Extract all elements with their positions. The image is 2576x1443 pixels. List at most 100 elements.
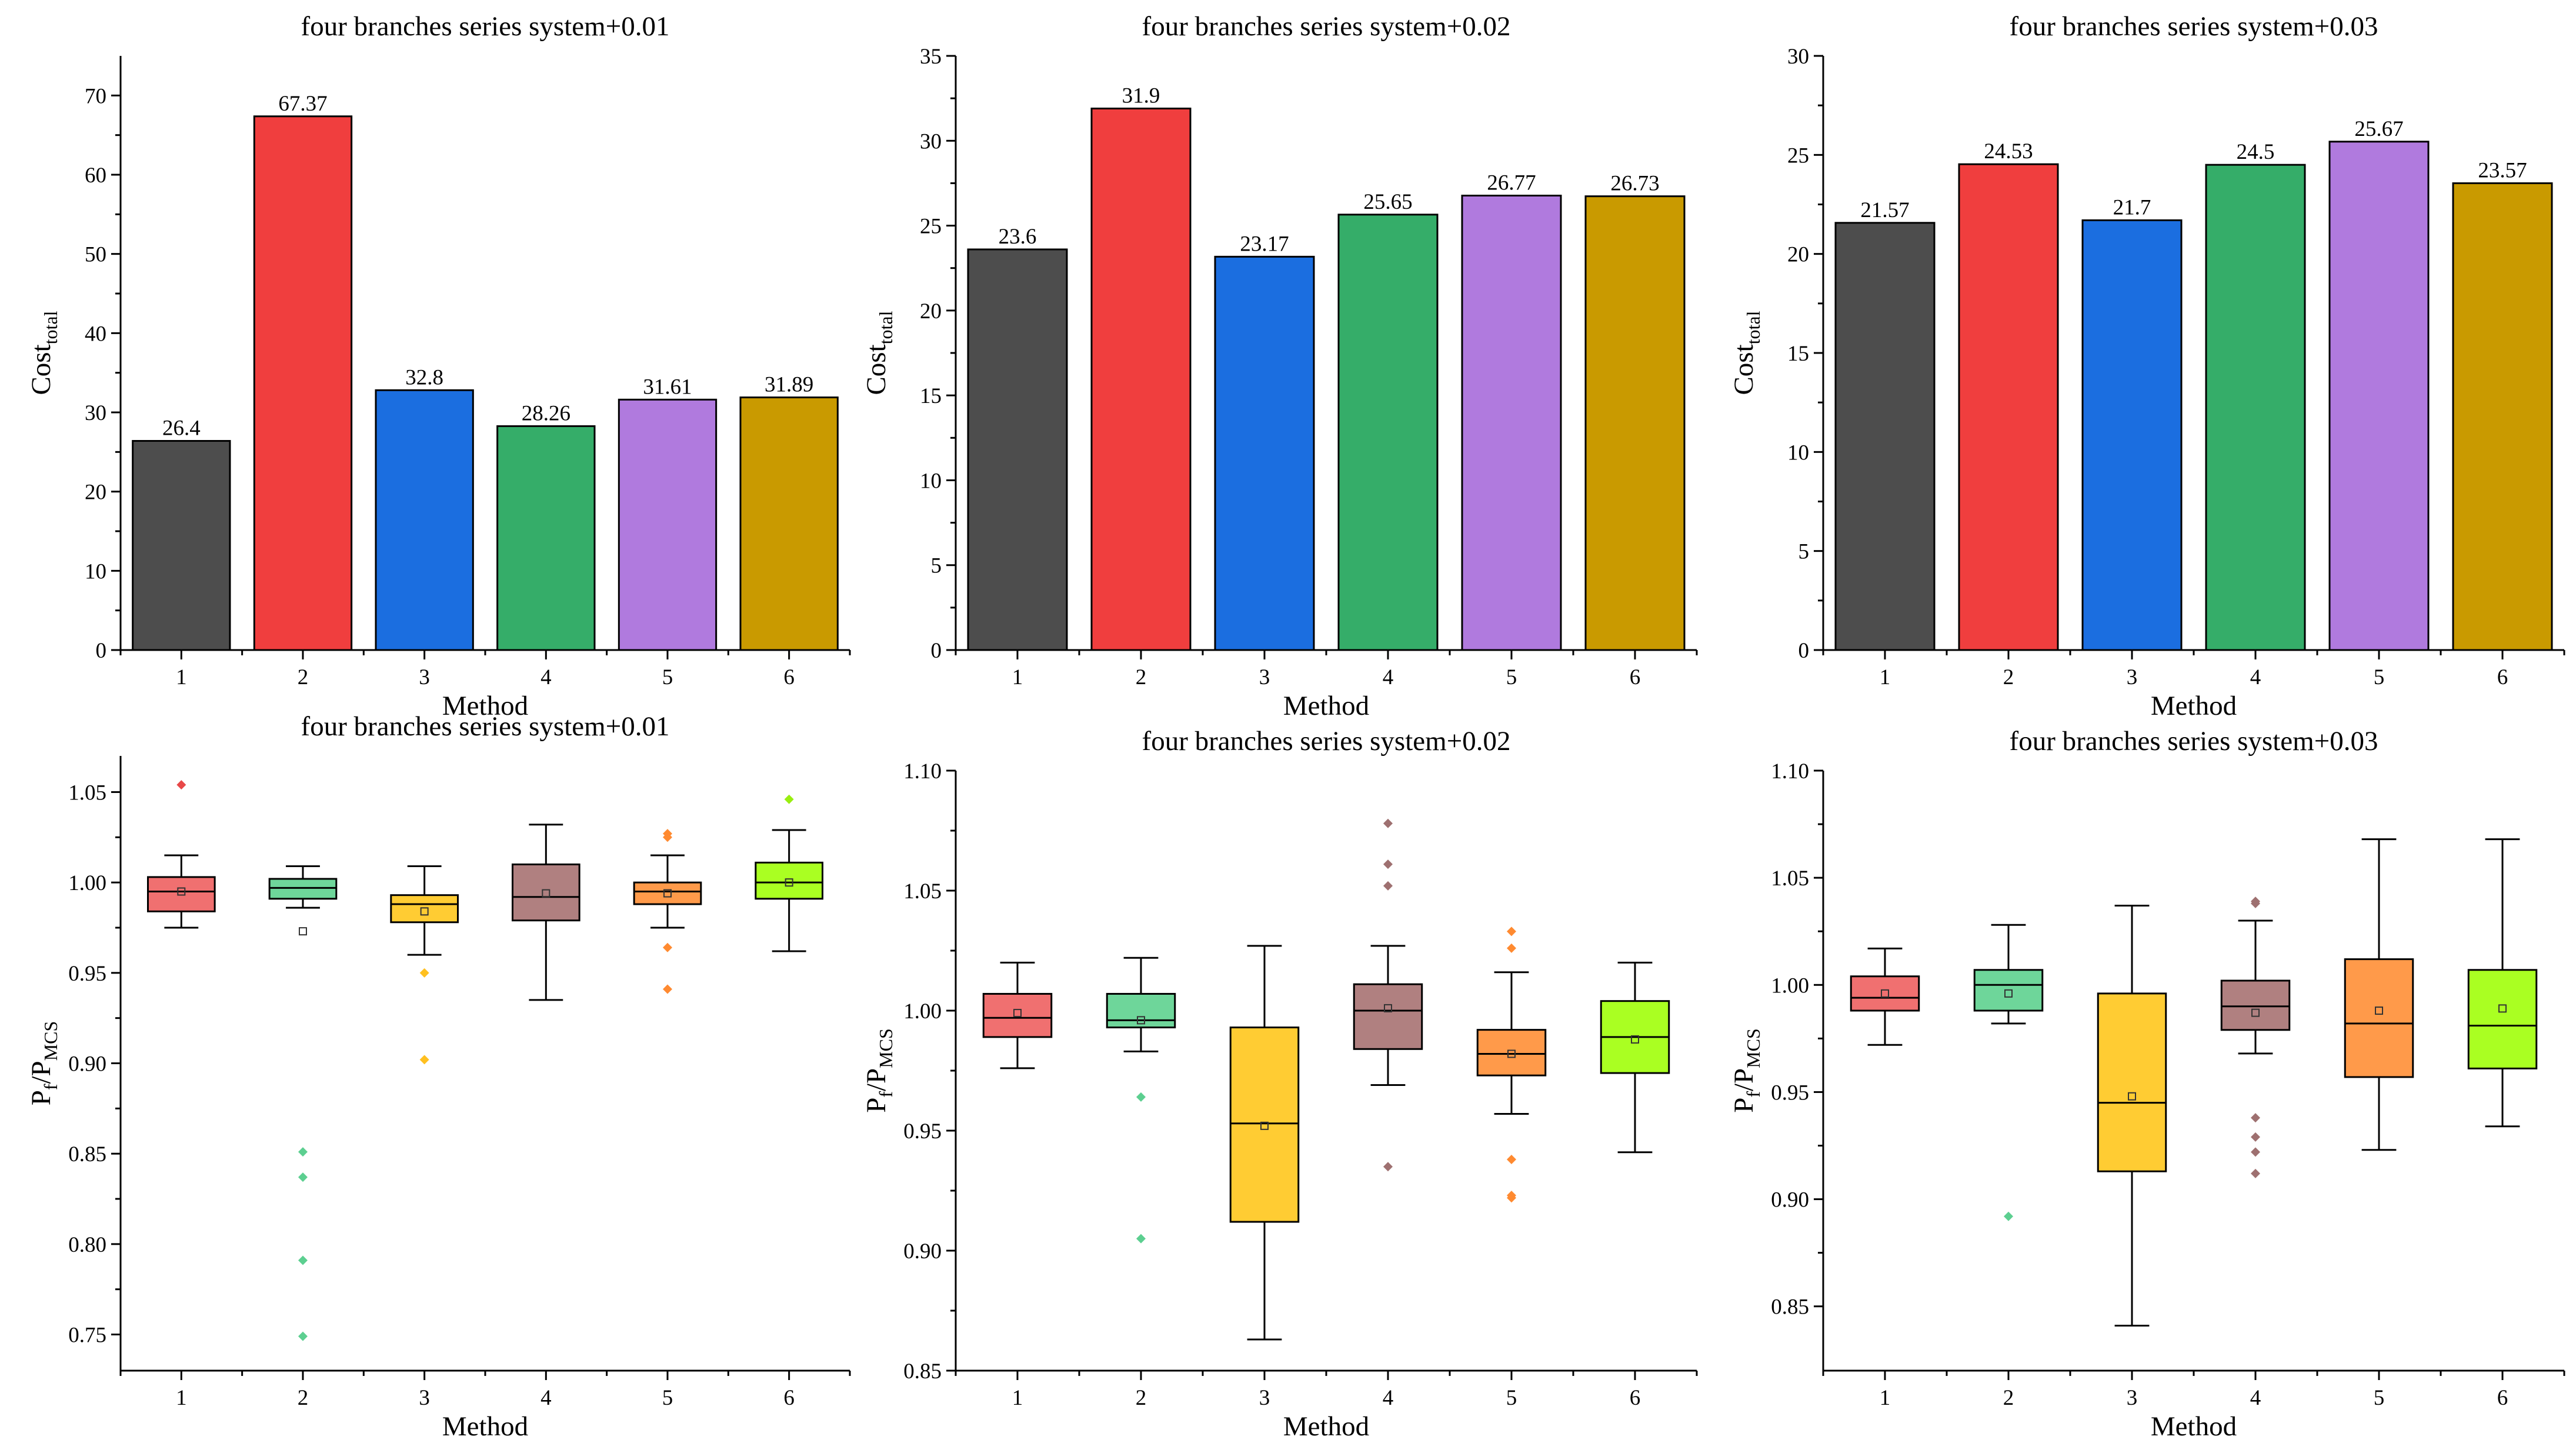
y-tick-label: 1.10 <box>903 759 942 784</box>
mean-marker <box>420 907 429 916</box>
outlier-point <box>784 794 794 804</box>
outlier-point <box>298 1172 308 1182</box>
x-tick-label: 2 <box>2003 1386 2014 1410</box>
bar-value-label: 28.26 <box>522 401 570 425</box>
x-tick-label: 6 <box>1630 665 1641 689</box>
bar-value-label: 21.57 <box>1860 198 1909 222</box>
y-tick-label: 20 <box>920 299 942 324</box>
mean-marker <box>1260 1121 1269 1130</box>
y-tick-label: 35 <box>920 45 942 69</box>
iqr-box <box>755 861 824 900</box>
y-tick-label: 1.05 <box>68 781 106 805</box>
y-tick-label: 50 <box>85 243 106 267</box>
ratio-boxplot-0-03: 0.85 0.90 0.95 1.00 1.05 1.10 1 2 3 4 5 6 four branc… <box>1729 726 2565 1442</box>
ratio-boxplot-0-02: 0.85 0.90 0.95 1.00 1.05 1.10 1 2 3 4 5 6 four branc… <box>861 726 1698 1442</box>
x-axis-label: Method <box>442 691 528 721</box>
mean-marker <box>2251 1008 2260 1017</box>
y-tick-label: 0.90 <box>1771 1188 1809 1212</box>
bar-method-5 <box>1461 194 1562 651</box>
x-tick-label: 6 <box>783 665 795 689</box>
x-tick-label: 5 <box>1506 1386 1517 1410</box>
bar-value-label: 31.9 <box>1122 84 1160 108</box>
box-method-5 <box>633 829 702 994</box>
box-method-4 <box>1353 818 1423 1172</box>
x-tick-label: 5 <box>662 665 673 689</box>
bar-value-label: 21.7 <box>2113 195 2151 219</box>
x-tick-label: 5 <box>2374 665 2385 689</box>
x-tick-label: 4 <box>1383 665 1394 689</box>
outlier-point <box>419 1055 429 1065</box>
x-tick-label: 4 <box>540 665 552 689</box>
y-tick-label: 0.90 <box>903 1239 942 1264</box>
mean-marker <box>663 889 672 898</box>
iqr-box <box>1353 983 1423 1050</box>
bar-method-4 <box>2205 164 2306 651</box>
x-axis-label: Method <box>2151 1411 2237 1442</box>
outlier-point <box>1383 881 1393 891</box>
x-tick-label: 3 <box>1259 1386 1270 1410</box>
box-method-6 <box>1600 961 1670 1154</box>
y-tick-label: 0.95 <box>1771 1081 1809 1105</box>
outlier-point <box>1507 1154 1516 1164</box>
iqr-box <box>390 894 459 924</box>
iqr-box <box>1850 975 1920 1012</box>
x-tick-label: 3 <box>2127 1386 2138 1410</box>
mean-marker <box>2498 1004 2507 1013</box>
chart-title: four branches series system+0.03 <box>2010 11 2378 42</box>
outlier-point <box>1507 943 1516 953</box>
x-tick-label: 1 <box>1012 665 1023 689</box>
box-method-5 <box>2344 838 2414 1151</box>
outlier-point <box>1383 859 1393 869</box>
x-tick-label: 3 <box>419 1386 430 1410</box>
outlier-point <box>2251 1113 2260 1123</box>
iqr-box <box>512 863 580 922</box>
outlier-point <box>2004 1211 2013 1221</box>
x-tick-label: 2 <box>1136 665 1147 689</box>
iqr-box <box>2344 958 2414 1078</box>
y-tick-label: 30 <box>85 401 106 425</box>
outlier-point <box>176 780 186 790</box>
box-method-3 <box>2097 905 2167 1327</box>
x-axis-label: Method <box>442 1411 528 1442</box>
x-tick-label: 1 <box>1880 1386 1891 1410</box>
y-tick-label: 10 <box>1787 441 1809 465</box>
y-tick-label: 5 <box>931 554 942 578</box>
bar-value-label: 26.4 <box>162 416 201 440</box>
bar-value-label: 24.5 <box>2237 140 2275 164</box>
x-tick-label: 4 <box>540 1386 552 1410</box>
outlier-point <box>1383 1162 1393 1172</box>
iqr-box <box>2467 969 2538 1069</box>
chart-title: four branches series system+0.03 <box>2010 726 2378 757</box>
bar-value-label: 23.6 <box>999 225 1037 249</box>
bar-value-label: 25.65 <box>1363 190 1412 214</box>
mean-marker <box>1881 989 1889 998</box>
box-method-3 <box>390 865 459 1065</box>
y-tick-label: 30 <box>920 129 942 154</box>
x-tick-label: 6 <box>2497 1386 2508 1410</box>
x-tick-label: 4 <box>2250 665 2261 689</box>
y-tick-label: 0 <box>931 639 942 663</box>
bar-value-label: 23.17 <box>1240 232 1289 256</box>
x-tick-label: 5 <box>1506 665 1517 689</box>
outlier-point <box>1136 1234 1146 1244</box>
chart-title: four branches series system+0.02 <box>1142 726 1511 757</box>
bar-method-1 <box>967 248 1068 651</box>
bar-method-6 <box>2452 182 2553 651</box>
x-tick-label: 4 <box>1383 1386 1394 1410</box>
cost-chart-0-01: 26.4 67.37 32.8 28.26 31.61 31.89 0 10 20 30 40 50 6… <box>26 11 851 721</box>
box-method-4 <box>2220 897 2291 1178</box>
box-method-1 <box>1850 947 1920 1046</box>
y-tick-label: 10 <box>85 559 106 584</box>
y-tick-label: 1.00 <box>68 871 106 895</box>
x-tick-label: 2 <box>298 665 309 689</box>
bar-value-label: 23.57 <box>2478 158 2527 182</box>
bar-method-2 <box>253 115 353 651</box>
bar-value-label: 31.89 <box>765 373 813 397</box>
y-tick-label: 70 <box>85 84 106 108</box>
x-tick-label: 1 <box>1012 1386 1023 1410</box>
y-tick-label: 1.00 <box>903 999 942 1024</box>
bar-method-6 <box>1584 195 1686 651</box>
mean-marker <box>1013 1009 1022 1018</box>
